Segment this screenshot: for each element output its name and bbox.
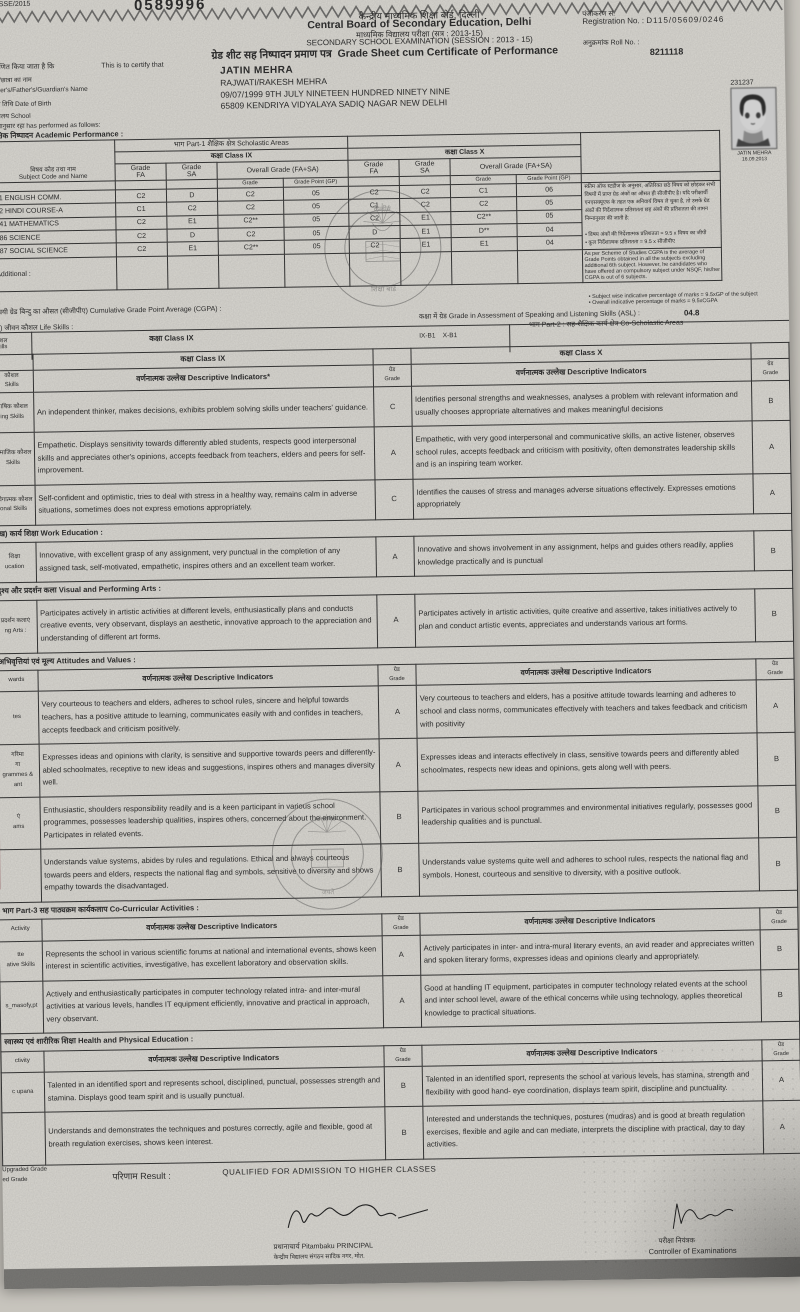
svg-text:केन्द्रीय: केन्द्रीय: [374, 204, 392, 213]
svg-text:जयते: जयते: [322, 888, 335, 896]
svg-text:शिक्षा बोर्ड: शिक्षा बोर्ड: [371, 284, 397, 293]
svg-text:सत्यमेव: सत्यमेव: [318, 815, 336, 823]
